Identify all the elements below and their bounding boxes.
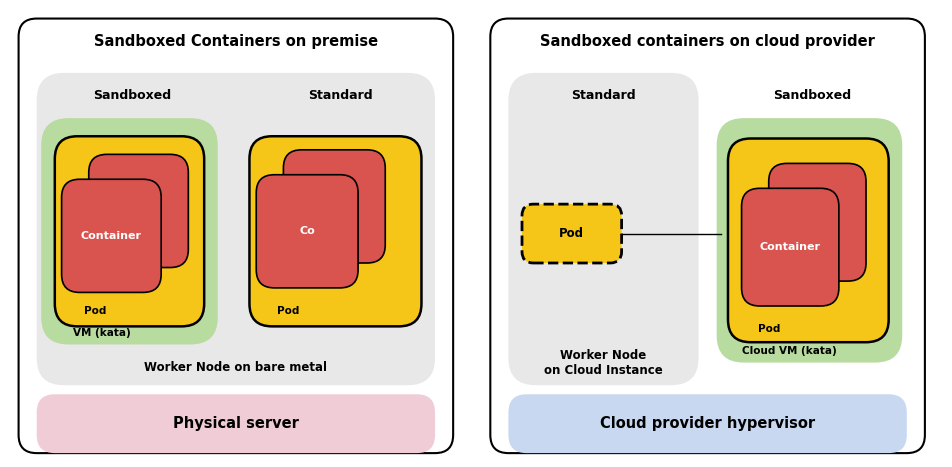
Text: Cloud provider hypervisor: Cloud provider hypervisor xyxy=(600,416,814,431)
Text: Worker Node on bare metal: Worker Node on bare metal xyxy=(144,361,327,374)
FancyBboxPatch shape xyxy=(19,19,453,453)
FancyBboxPatch shape xyxy=(489,19,923,453)
FancyBboxPatch shape xyxy=(36,394,434,453)
FancyBboxPatch shape xyxy=(727,139,887,342)
FancyBboxPatch shape xyxy=(41,118,217,345)
Text: Sandboxed: Sandboxed xyxy=(772,89,850,102)
FancyBboxPatch shape xyxy=(283,150,385,263)
FancyBboxPatch shape xyxy=(508,394,905,453)
FancyBboxPatch shape xyxy=(716,118,902,362)
Text: Sandboxed Containers on premise: Sandboxed Containers on premise xyxy=(93,34,378,49)
FancyBboxPatch shape xyxy=(741,188,838,306)
FancyBboxPatch shape xyxy=(62,179,161,292)
Text: Pod: Pod xyxy=(276,305,299,316)
Text: VM (kata): VM (kata) xyxy=(73,328,131,338)
FancyBboxPatch shape xyxy=(89,155,188,268)
FancyBboxPatch shape xyxy=(256,175,358,288)
FancyBboxPatch shape xyxy=(768,163,865,281)
Text: Worker Node
on Cloud Instance: Worker Node on Cloud Instance xyxy=(544,348,663,376)
Text: Pod: Pod xyxy=(559,227,584,240)
FancyBboxPatch shape xyxy=(55,136,204,326)
Text: Pod: Pod xyxy=(757,324,779,333)
Text: Physical server: Physical server xyxy=(172,416,299,431)
FancyBboxPatch shape xyxy=(36,73,434,385)
Text: Co: Co xyxy=(299,226,315,236)
Text: Cloud VM (kata): Cloud VM (kata) xyxy=(741,346,836,356)
Text: Container: Container xyxy=(81,231,142,241)
FancyBboxPatch shape xyxy=(249,136,421,326)
Text: Pod: Pod xyxy=(85,305,107,316)
Text: Standard: Standard xyxy=(570,89,635,102)
FancyBboxPatch shape xyxy=(508,73,698,385)
FancyBboxPatch shape xyxy=(522,204,621,263)
Text: Container: Container xyxy=(759,242,820,252)
Text: Sandboxed containers on cloud provider: Sandboxed containers on cloud provider xyxy=(540,34,874,49)
Text: Sandboxed: Sandboxed xyxy=(92,89,170,102)
Text: Standard: Standard xyxy=(307,89,372,102)
